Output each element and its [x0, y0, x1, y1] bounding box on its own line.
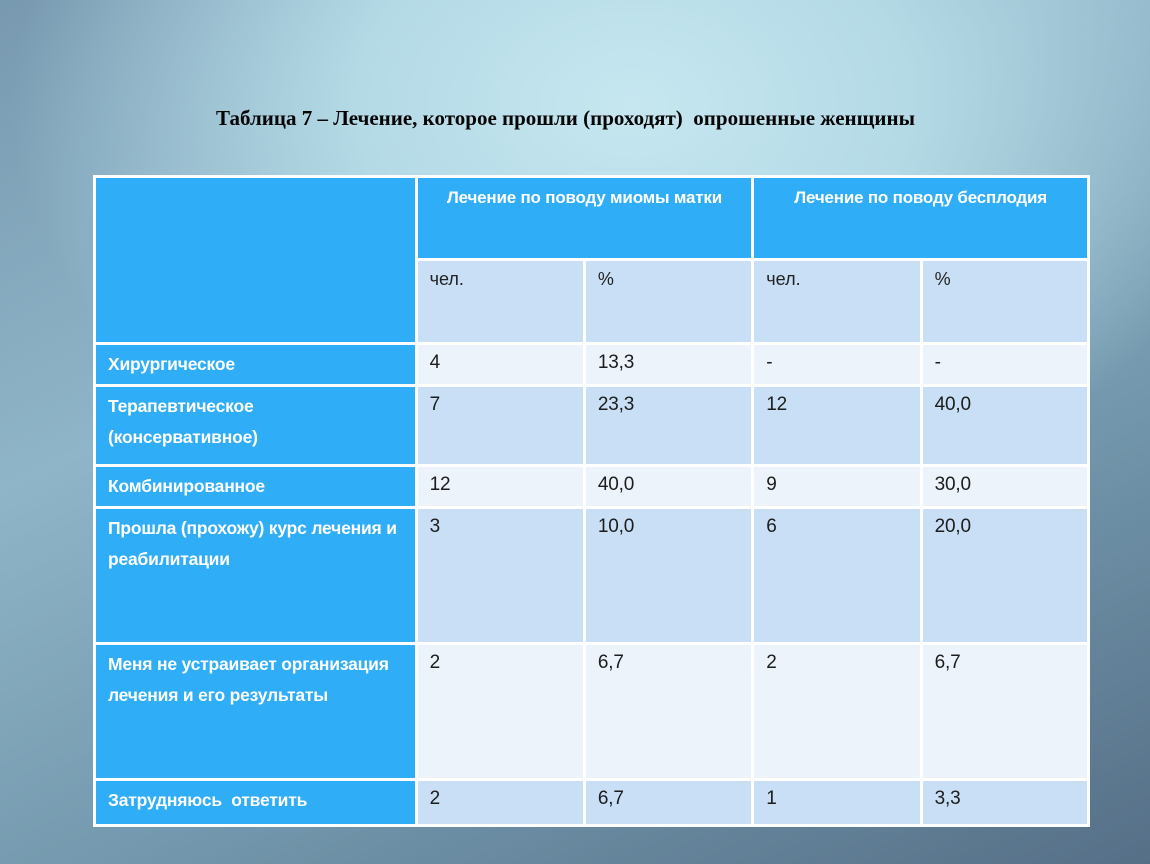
row-label: Затрудняюсь ответить	[96, 781, 415, 824]
subheader-people-2: чел.	[754, 261, 920, 342]
cell-value: 23,3	[585, 387, 752, 464]
cell-value: 3,3	[922, 781, 1087, 824]
table-row: Хирургическое 4 13,3 - -	[96, 345, 1087, 384]
cell-value: 40,0	[585, 467, 752, 506]
cell-value: 2	[417, 781, 583, 824]
table-subheader-row: чел. % чел. %	[96, 261, 1087, 342]
cell-value: 6,7	[585, 781, 752, 824]
column-group-myoma: Лечение по поводу миомы матки	[417, 178, 752, 258]
column-group-infertility: Лечение по поводу бесплодия	[754, 178, 1087, 258]
table-row: Комбинированное 12 40,0 9 30,0	[96, 467, 1087, 506]
subheader-percent-1: %	[585, 261, 752, 342]
cell-value: 6,7	[922, 645, 1087, 778]
treatment-table: Лечение по поводу миомы матки Лечение по…	[93, 175, 1090, 827]
cell-value: 6	[754, 509, 920, 642]
cell-value: 12	[754, 387, 920, 464]
table-row: Затрудняюсь ответить 2 6,7 1 3,3	[96, 781, 1087, 824]
subheader-percent-2: %	[922, 261, 1087, 342]
table-row: Терапевтическое (консервативное) 7 23,3 …	[96, 387, 1087, 464]
cell-value: 20,0	[922, 509, 1087, 642]
cell-value: 40,0	[922, 387, 1087, 464]
table-row: Прошла (прохожу) курс лечения и реабилит…	[96, 509, 1087, 642]
cell-value: 1	[754, 781, 920, 824]
subheader-people-1: чел.	[417, 261, 583, 342]
row-label: Меня не устраивает организация лечения и…	[96, 645, 415, 778]
cell-value: 10,0	[585, 509, 752, 642]
cell-value: 4	[417, 345, 583, 384]
cell-value: 2	[754, 645, 920, 778]
row-label: Комбинированное	[96, 467, 415, 506]
table-corner-cell	[96, 178, 415, 342]
cell-value: 7	[417, 387, 583, 464]
table-row: Меня не устраивает организация лечения и…	[96, 645, 1087, 778]
cell-value: 6,7	[585, 645, 752, 778]
row-label: Прошла (прохожу) курс лечения и реабилит…	[96, 509, 415, 642]
row-label: Терапевтическое (консервативное)	[96, 387, 415, 464]
cell-value: -	[754, 345, 920, 384]
cell-value: -	[922, 345, 1087, 384]
cell-value: 12	[417, 467, 583, 506]
cell-value: 9	[754, 467, 920, 506]
cell-value: 13,3	[585, 345, 752, 384]
cell-value: 2	[417, 645, 583, 778]
table-header-row: Лечение по поводу миомы матки Лечение по…	[96, 178, 1087, 342]
cell-value: 3	[417, 509, 583, 642]
title-line-1: Таблица 7 – Лечение, которое прошли (про…	[216, 106, 915, 130]
row-label: Хирургическое	[96, 345, 415, 384]
cell-value: 30,0	[922, 467, 1087, 506]
